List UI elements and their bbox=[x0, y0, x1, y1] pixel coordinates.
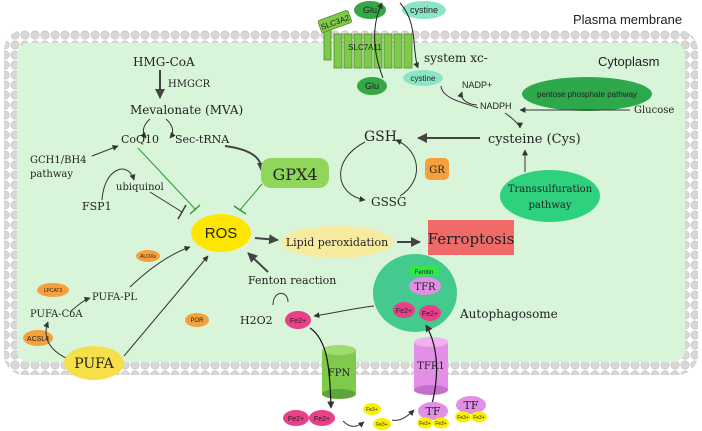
ros-node bbox=[191, 214, 251, 252]
sec-trna-label: Sec-tRNA bbox=[175, 133, 230, 146]
coq10-label: CoQ10 bbox=[121, 133, 159, 146]
pufa-label: PUFA bbox=[74, 356, 114, 372]
por-label: POR bbox=[190, 318, 204, 324]
fe2-node-b bbox=[393, 302, 415, 318]
h2o2-label: H2O2 bbox=[240, 314, 273, 327]
ubiquinol-label: ubiquinol bbox=[116, 182, 164, 193]
tf-b-fe3-1 bbox=[455, 411, 471, 423]
transsulfuration-pathway bbox=[500, 170, 600, 222]
tfr-inner bbox=[409, 277, 441, 295]
transsulfuration-label-line2: pathway bbox=[529, 200, 572, 211]
fpn-label: FPN bbox=[328, 368, 351, 379]
pufa-coa-label: PUFA-CoA bbox=[30, 309, 83, 320]
cystine-inside-label: cystine bbox=[411, 74, 436, 83]
system-xc-label: system xc- bbox=[424, 51, 488, 65]
cystine-outside bbox=[402, 1, 446, 19]
system-xc-transporter bbox=[323, 23, 413, 69]
gr-enzyme bbox=[425, 158, 449, 180]
tf-label-a: TF bbox=[426, 405, 441, 418]
fe2-node-e bbox=[309, 410, 335, 426]
cysteine-label: cysteine (Cys) bbox=[488, 132, 581, 147]
por-enzyme bbox=[185, 313, 209, 327]
tf-b-fe3-1-label: Fe3+ bbox=[457, 415, 469, 421]
tf-a-fe3-2-label: Fe3+ bbox=[435, 421, 447, 427]
tfr-inner-label: TFR bbox=[414, 282, 436, 293]
fe3-node-b bbox=[373, 418, 391, 430]
plasma-membrane-label: Plasma membrane bbox=[573, 12, 682, 27]
tf-a-fe3-1 bbox=[417, 417, 433, 429]
glu-inside bbox=[357, 77, 387, 95]
ferroptosis-label: Ferroptosis bbox=[428, 230, 515, 248]
tfr1-channel bbox=[414, 337, 448, 395]
gr-label: GR bbox=[429, 165, 445, 176]
fe3-node-a bbox=[363, 403, 381, 415]
tf-b-fe3-2 bbox=[471, 411, 487, 423]
fe2-label-e: Fe2+ bbox=[314, 416, 330, 423]
alox-label: ALOXs bbox=[140, 254, 156, 260]
gsh-label: GSH bbox=[364, 129, 397, 145]
gssg-label: GSSG bbox=[371, 195, 406, 209]
glu-outside-label: Glu bbox=[363, 5, 377, 15]
pufa-pl-label: PUFA-PL bbox=[92, 292, 137, 303]
tf-a-fe3-2 bbox=[433, 417, 449, 429]
tf-b-fe3-2-label: Fe3+ bbox=[473, 415, 485, 421]
glucose-label: Glucose bbox=[634, 105, 674, 116]
fe2-node-a bbox=[285, 311, 311, 329]
tf-a-fe3-1-label: Fe3+ bbox=[419, 421, 431, 427]
fe2-label-d: Fe2+ bbox=[288, 416, 304, 423]
ferroptosis-node bbox=[428, 220, 514, 255]
cystine-inside bbox=[403, 70, 443, 86]
gpx4-enzyme bbox=[261, 158, 329, 188]
nadph-label: NADPH bbox=[480, 101, 512, 111]
gpx4-label: GPX4 bbox=[272, 165, 317, 184]
tf-node-a bbox=[418, 402, 448, 420]
fpn-channel bbox=[322, 345, 356, 399]
pentose-phosphate-label: pentose phosphate pathway bbox=[537, 90, 637, 99]
pufa-node bbox=[64, 346, 124, 380]
nadp-plus-label: NADP+ bbox=[462, 80, 492, 90]
autophagosome-label: Autophagosome bbox=[459, 307, 558, 321]
cystine-outside-label: cystine bbox=[410, 5, 438, 15]
glu-inside-label: Glu bbox=[365, 81, 379, 91]
lipid-peroxidation-label: Lipid peroxidation bbox=[286, 236, 388, 249]
cytoplasm-label: Cytoplasm bbox=[598, 54, 659, 69]
pentose-phosphate-pathway bbox=[522, 77, 652, 111]
fe2-label-a: Fe2+ bbox=[290, 318, 306, 325]
tfr1-label: TFR1 bbox=[417, 361, 445, 372]
acsl4-label: ACSL4 bbox=[27, 336, 49, 343]
tf-label-b: TF bbox=[464, 399, 479, 412]
transport-arrow-out bbox=[374, 2, 384, 79]
fenton-label: Fenton reaction bbox=[248, 274, 336, 287]
lpcat3-enzyme bbox=[37, 283, 69, 297]
tf-node-b bbox=[456, 396, 486, 414]
fe2-node-c bbox=[419, 305, 441, 321]
fe3-label-b: Fe3+ bbox=[376, 422, 388, 428]
gch1-label-line1: GCH1/BH4 bbox=[30, 155, 87, 166]
transport-arrow-in bbox=[399, 2, 419, 69]
alox-enzyme bbox=[136, 250, 160, 262]
hmgcr-label: HMGCR bbox=[168, 79, 211, 90]
hmg-coa-label: HMG-CoA bbox=[133, 55, 195, 69]
lipid-peroxidation-node bbox=[281, 226, 393, 258]
mevalonate-label: Mevalonate (MVA) bbox=[130, 103, 243, 117]
gch1-label-line2: pathway bbox=[30, 169, 73, 180]
transsulfuration-label-line1: Transsulfuration bbox=[508, 184, 593, 195]
fsp1-label: FSP1 bbox=[82, 200, 112, 213]
ferritin-tag bbox=[409, 266, 439, 276]
fe2-label-c: Fe2+ bbox=[422, 311, 438, 318]
fe2-node-d bbox=[283, 410, 309, 426]
slc7a11-label: SLC7A11 bbox=[348, 43, 382, 52]
fe2-label-b: Fe2+ bbox=[396, 308, 412, 315]
lpcat3-label: LPCAT3 bbox=[44, 288, 63, 294]
fe3-label-a: Fe3+ bbox=[366, 407, 378, 413]
ferritin-label: Ferritin bbox=[415, 270, 434, 276]
ros-label: ROS bbox=[205, 225, 238, 242]
